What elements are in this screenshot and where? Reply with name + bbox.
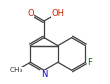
Text: OH: OH (51, 8, 64, 17)
Text: N: N (41, 70, 47, 79)
Text: F: F (87, 58, 92, 67)
Text: CH₃: CH₃ (10, 67, 23, 73)
Text: O: O (27, 8, 34, 17)
